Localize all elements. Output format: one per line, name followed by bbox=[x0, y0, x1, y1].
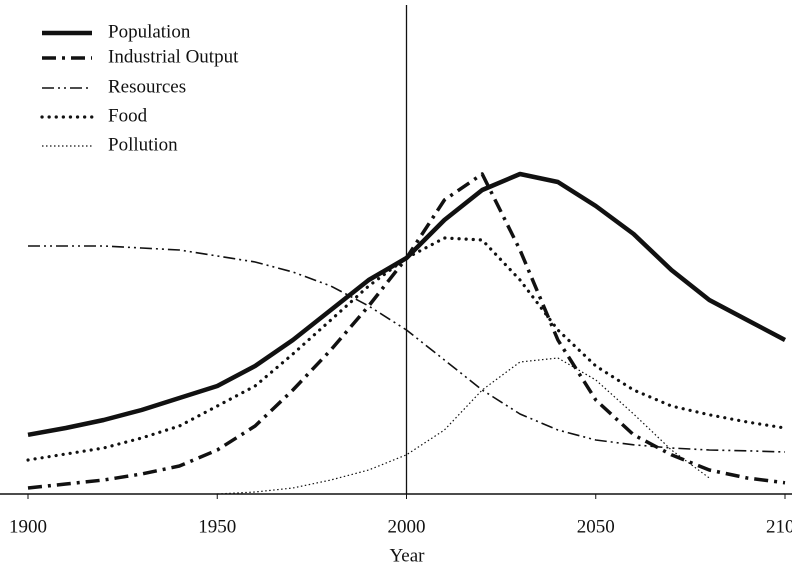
legend-label: Industrial Output bbox=[108, 46, 239, 67]
series-line bbox=[26, 236, 787, 462]
x-tick-label: 2050 bbox=[577, 516, 615, 537]
x-tick-label: 1950 bbox=[198, 516, 236, 537]
x-tick-label: 1900 bbox=[9, 516, 47, 537]
series-line bbox=[28, 245, 786, 453]
legend-label: Population bbox=[108, 21, 191, 42]
legend-label: Resources bbox=[108, 76, 186, 97]
legend-label: Pollution bbox=[108, 134, 178, 155]
series-line bbox=[217, 357, 710, 495]
x-axis-label: Year bbox=[389, 545, 425, 566]
legend-label: Food bbox=[108, 105, 148, 126]
x-tick-label: 2000 bbox=[388, 516, 426, 537]
x-tick-label: 2100 bbox=[766, 516, 792, 537]
